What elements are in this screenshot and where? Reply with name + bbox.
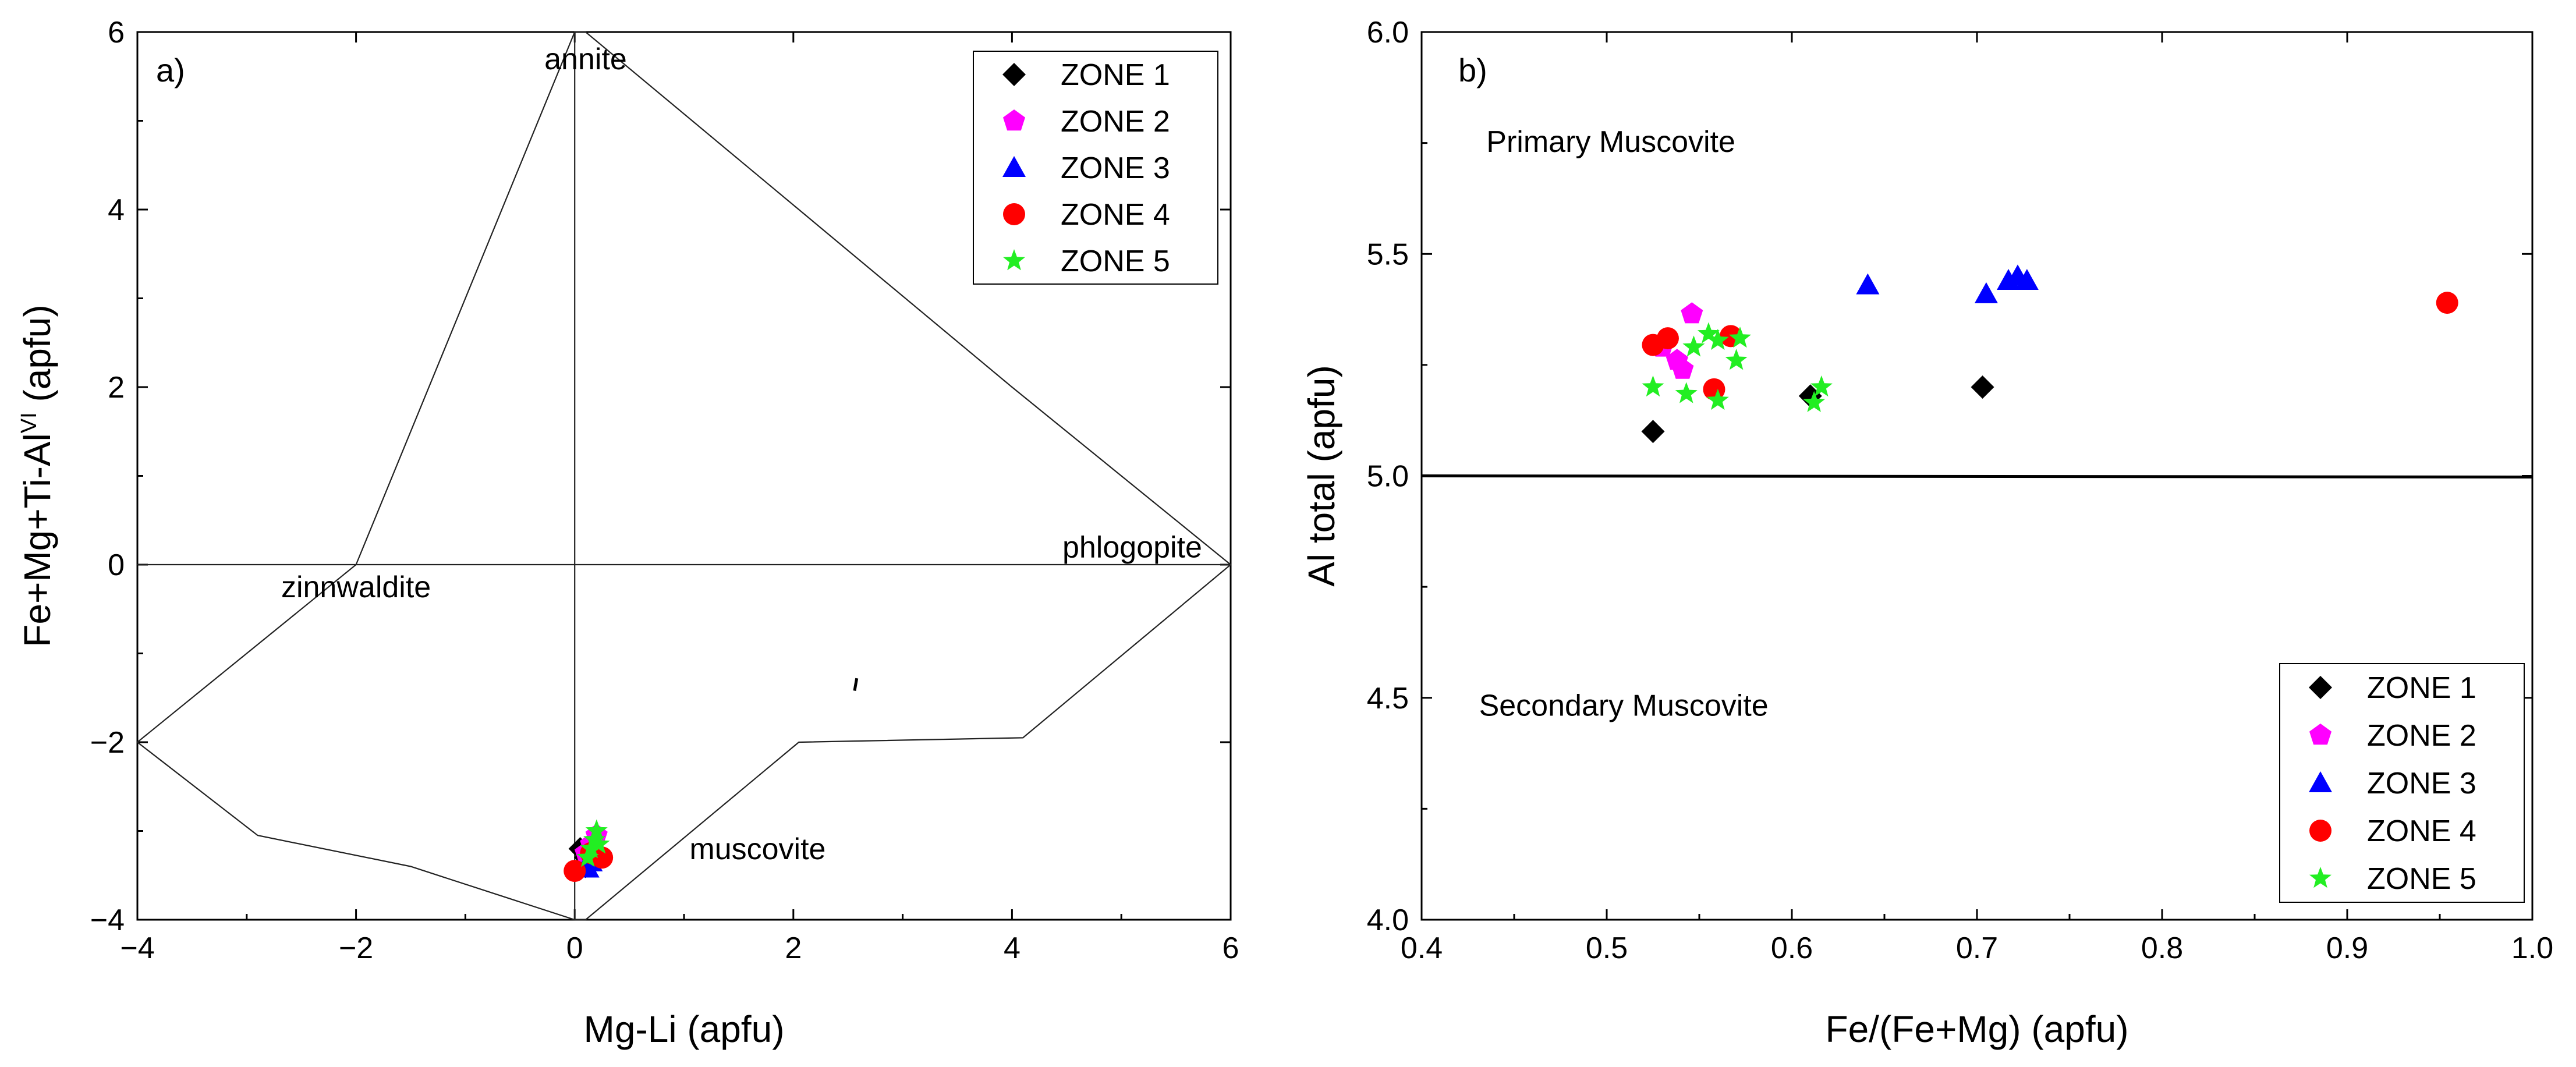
legend-marker	[2309, 724, 2331, 745]
data-point-zone-5	[1725, 349, 1748, 370]
end-member-label-zinnwaldite: zinnwaldite	[281, 570, 431, 604]
x-tick-label: 6	[1223, 931, 1239, 965]
legend-label: ZONE 1	[1061, 58, 1170, 92]
y-tick-label: 4	[108, 193, 125, 227]
x-axis-title: Fe/(Fe+Mg) (apfu)	[1825, 1008, 2128, 1050]
x-tick-label: 0.9	[2326, 931, 2368, 965]
x-axis-title: Mg-Li (apfu)	[584, 1008, 785, 1050]
end-member-label-annite: annite	[544, 42, 627, 76]
data-point-zone-4	[2436, 292, 2458, 314]
legend-label: ZONE 5	[2367, 862, 2476, 896]
x-tick-label: 0.7	[1956, 931, 1998, 965]
data-point-zone-5	[576, 846, 599, 867]
x-tick-label: −4	[120, 931, 154, 965]
legend-marker	[2309, 867, 2331, 888]
end-member-label-phlogopite: phlogopite	[1062, 531, 1202, 565]
legend-marker	[2309, 820, 2331, 842]
legend-label: ZONE 4	[1061, 198, 1170, 232]
data-point-zone-2	[1671, 357, 1694, 379]
data-point-zone-1	[1971, 375, 1994, 399]
x-tick-label: 0.8	[2141, 931, 2183, 965]
y-tick-label: 5.0	[1367, 460, 1409, 494]
data-point-zone-5	[1803, 391, 1826, 412]
data-point-zone-5	[1706, 388, 1729, 410]
data-point-zone-4	[564, 860, 586, 882]
legend-marker	[1002, 156, 1026, 177]
data-point-zone-5	[1728, 327, 1751, 348]
x-tick-label: 0.5	[1586, 931, 1628, 965]
y-axis-title: Fe+Mg+Ti-AlVI (apfu)	[16, 304, 58, 647]
data-point-zone-5	[1682, 335, 1705, 357]
data-point-zone-5	[1675, 382, 1698, 403]
region-label: Primary Muscovite	[1486, 125, 1735, 159]
panel-label: a)	[156, 52, 185, 88]
y-tick-label: 4.0	[1367, 903, 1409, 937]
legend-marker	[1003, 203, 1025, 225]
panel-label: b)	[1458, 52, 1487, 88]
x-tick-label: 4	[1004, 931, 1021, 965]
legend-label: ZONE 3	[2367, 767, 2476, 800]
legend-marker	[2309, 771, 2332, 792]
x-tick-label: 0.4	[1401, 931, 1443, 965]
data-point-zone-5	[1642, 375, 1664, 397]
data-point-zone-3	[1856, 273, 1880, 295]
data-point-zone-5	[587, 832, 610, 854]
panel-b: 0.4 0.5 0.6 0.7 0.8 0.9 1.0 4.0 4.5 5.0 5.5 6.0 Fe/(…	[1301, 16, 2553, 1050]
data-point-zone-2	[1681, 302, 1703, 324]
legend-label: ZONE 2	[2367, 719, 2476, 753]
legend-marker	[1003, 109, 1025, 131]
x-tick-label: 0	[566, 931, 583, 965]
legend-marker	[1003, 249, 1025, 271]
x-tick-label: −2	[339, 931, 373, 965]
panel-a: −4 −2 0 2 4 6 −4 −2 0 2 4 6 Mg-Li (apfu) Fe+Mg+Ti-AlV…	[16, 16, 1239, 1050]
data-point-zone-5	[580, 837, 603, 859]
data-point-zone-3	[1974, 282, 1998, 303]
stray-mark	[853, 678, 859, 691]
legend-label: ZONE 1	[2367, 671, 2476, 705]
y-tick-label: 2	[108, 371, 125, 405]
y-tick-label: 6.0	[1367, 16, 1409, 49]
legend-marker	[1002, 63, 1026, 86]
x-tick-label: 1.0	[2511, 931, 2553, 965]
legend-label: ZONE 2	[1061, 105, 1170, 139]
data-point-zone-3	[2015, 269, 2039, 290]
data-point-zone-5	[1810, 375, 1833, 397]
data-point-zone-4	[1656, 327, 1679, 350]
data-point-zone-5	[583, 828, 605, 849]
data-point-zone-5	[585, 819, 608, 841]
legend-marker	[2309, 676, 2332, 699]
y-tick-label: 6	[108, 16, 125, 49]
y-tick-label: 5.5	[1367, 237, 1409, 271]
end-member-label-muscovite: muscovite	[689, 832, 825, 866]
region-label: Secondary Muscovite	[1479, 689, 1769, 722]
data-point-zone-1	[1641, 420, 1665, 444]
data-point-zone-5	[1697, 322, 1720, 343]
threshold-line	[1421, 474, 2533, 478]
data-point-zone-4	[591, 846, 614, 869]
y-tick-label: 0	[108, 548, 125, 582]
data-point-zone-5	[1706, 328, 1729, 350]
y-tick-label: −2	[90, 726, 125, 760]
x-tick-label: 0.6	[1771, 931, 1813, 965]
legend-label: ZONE 3	[1061, 151, 1170, 185]
y-tick-label: −4	[90, 903, 125, 937]
y-axis-title: Al total (apfu)	[1301, 365, 1342, 587]
x-tick-label: 2	[785, 931, 802, 965]
legend-label: ZONE 4	[2367, 814, 2476, 848]
y-tick-label: 4.5	[1367, 682, 1409, 715]
legend-label: ZONE 5	[1061, 244, 1170, 278]
